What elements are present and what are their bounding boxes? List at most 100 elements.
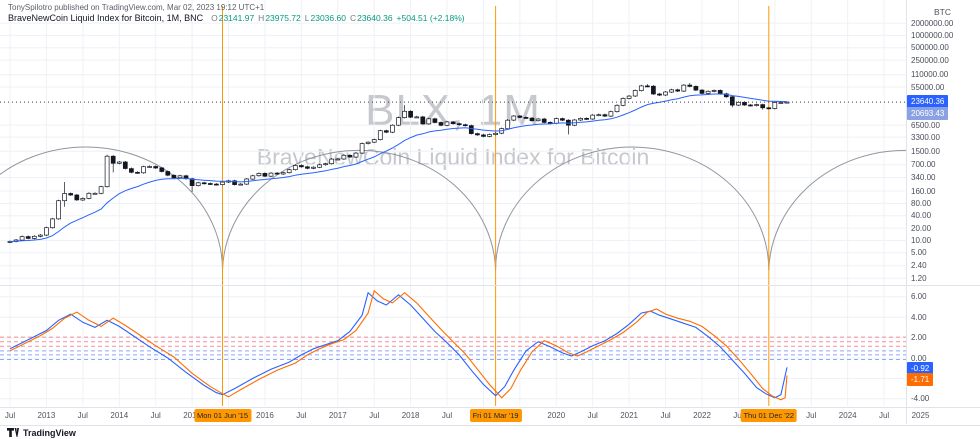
time-tick-label: Jul [77, 411, 88, 420]
oscillator-line-blue [9, 291, 788, 399]
ohlc-value: 23036.60 [310, 13, 346, 23]
candle [529, 117, 535, 122]
candle [323, 163, 328, 166]
indicator-tick-label: 6.00 [911, 292, 927, 302]
symbol-title[interactable]: BraveNewCoin Liquid Index for Bitcoin, 1… [8, 13, 204, 23]
candle [420, 116, 426, 125]
indicator-tick-label: 4.00 [911, 312, 927, 322]
candle [383, 130, 389, 133]
candle [711, 90, 717, 92]
candle [402, 110, 407, 118]
price-tick-label: 110000.00 [911, 70, 949, 80]
price-tick-label: 2.40 [911, 261, 927, 271]
candle [214, 183, 219, 186]
candle [608, 111, 614, 117]
cycle-arc[interactable] [495, 146, 770, 271]
candle [729, 96, 735, 106]
candle [669, 89, 674, 93]
cycle-arc[interactable] [222, 149, 497, 271]
candle [104, 155, 110, 188]
candle [699, 89, 705, 94]
candle [493, 132, 498, 135]
oscillator-orange-value-label: -1.71 [907, 373, 934, 386]
candle [748, 104, 753, 107]
time-tick-label: Jul [441, 411, 453, 420]
indicator-tick-label: -4.00 [911, 394, 930, 404]
time-tick-label: 2013 [37, 411, 56, 420]
time-tick-label: 2020 [547, 411, 566, 420]
candle [80, 198, 86, 201]
candle [159, 167, 165, 172]
candle [207, 183, 213, 185]
candle [98, 186, 104, 194]
time-tick-label: Jul [296, 411, 307, 420]
time-tick-label: 2015 [183, 411, 201, 420]
tradingview-logo-icon[interactable] [7, 428, 19, 437]
candle [116, 161, 122, 164]
cycle-arc[interactable] [768, 149, 980, 271]
candle [620, 98, 626, 106]
price-tick-label: 55000.00 [911, 82, 945, 92]
oscillator-blue-value-label: -0.92 [907, 362, 934, 375]
price-tick-label: 700.00 [911, 160, 936, 170]
candle [651, 85, 656, 95]
candle [19, 236, 25, 241]
candle [535, 118, 541, 122]
candle [171, 174, 177, 179]
candle [408, 110, 413, 118]
candle [414, 116, 420, 119]
candle [68, 193, 74, 196]
time-tick-label: 2014 [110, 411, 129, 420]
candle [329, 158, 335, 165]
price-tick-label: 40.00 [911, 211, 932, 221]
time-tick-label: 2017 [328, 411, 347, 420]
candle [547, 122, 553, 124]
candle [359, 143, 365, 154]
event-date-label[interactable]: Thu 01 Dec '22 [740, 409, 798, 422]
time-tick-label: Jul [369, 411, 380, 420]
candle [141, 166, 146, 174]
candle [614, 104, 620, 112]
time-tick-label: Jul [4, 411, 16, 420]
ohlc-key: O [211, 13, 218, 23]
candle [487, 134, 492, 137]
candle [177, 175, 183, 179]
price-tick-label: 80.00 [911, 198, 932, 208]
price-tick-label: 500000.00 [911, 43, 949, 53]
current-price-label: 23640.36 [907, 95, 949, 108]
candle [317, 164, 322, 168]
candle [450, 121, 456, 125]
candle [596, 114, 602, 117]
candle [736, 101, 741, 106]
candle [468, 125, 474, 134]
candle [675, 89, 681, 92]
tradingview-brand[interactable]: TradingView [23, 427, 76, 438]
candle [456, 123, 462, 126]
candle [25, 236, 31, 239]
candle [778, 102, 784, 104]
event-date-label[interactable]: Mon 01 Jun '15 [193, 409, 252, 422]
price-tick-label: 250000.00 [911, 55, 949, 65]
candle [347, 154, 353, 158]
cycle-arc[interactable] [0, 146, 223, 271]
event-date-label[interactable]: Fri 01 Mar '19 [469, 409, 522, 422]
ohlc-key: L [304, 13, 310, 23]
symbol-legend[interactable]: BraveNewCoin Liquid Index for Bitcoin, 1… [8, 13, 465, 23]
time-tick-label: Jul [587, 411, 598, 420]
chart-pane-group [0, 0, 980, 406]
price-tick-label: 6500.00 [911, 120, 940, 130]
price-axis-unit: BTC [934, 7, 951, 17]
candle [742, 101, 747, 106]
candle [44, 227, 49, 236]
candle [632, 90, 638, 97]
candle [766, 107, 772, 110]
candle [56, 200, 61, 220]
ma-value-label: 20693.43 [907, 107, 949, 120]
ma-line [9, 93, 788, 242]
candle [432, 118, 438, 123]
price-tick-label: 20.00 [911, 223, 932, 233]
time-tick-label: 2022 [693, 411, 711, 420]
candle [189, 178, 195, 186]
